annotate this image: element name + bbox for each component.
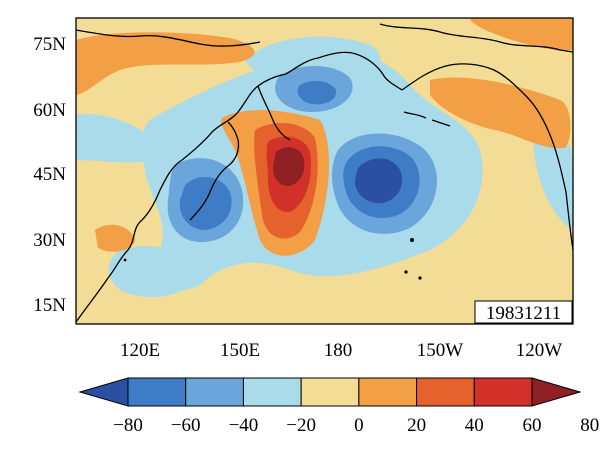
colorbar-tip-right — [531, 377, 582, 407]
lon-label: 150E — [220, 340, 260, 361]
lat-label: 15N — [33, 295, 66, 316]
island-4 — [123, 258, 127, 262]
lon-label: 150W — [417, 340, 464, 361]
lon-label: 120E — [120, 340, 160, 361]
island-3 — [418, 276, 422, 280]
coast-arctic — [379, 23, 573, 53]
colorbar-segment — [473, 377, 533, 407]
colorbar-tick-label: 0 — [354, 415, 364, 436]
contour-west-pos — [95, 224, 135, 252]
contour-top-band — [76, 32, 255, 95]
colorbar-segment — [185, 377, 244, 407]
coast-aleutian — [403, 111, 451, 127]
coast-nw — [76, 29, 261, 47]
coast-asia — [76, 51, 403, 323]
colorbar — [78, 377, 582, 407]
colorbar-tick-label: −40 — [229, 415, 259, 436]
colorbar-segment — [242, 377, 302, 407]
map-panel — [76, 18, 573, 324]
coast-alaska — [401, 63, 573, 251]
colorbar-segment — [416, 377, 475, 407]
lat-axis: 75N 60N 45N 30N 15N — [33, 34, 66, 316]
date-label: 19831211 — [486, 303, 561, 324]
contour-top-right-band — [430, 77, 571, 149]
colorbar-segment — [358, 377, 418, 407]
contour-neg-0-20-north — [245, 36, 381, 87]
lat-label: 75N — [33, 34, 66, 55]
lon-label: 180 — [324, 340, 353, 361]
lon-label: 120W — [516, 340, 563, 361]
coast-japan — [189, 121, 240, 221]
map-border — [75, 17, 574, 325]
island-1 — [410, 238, 414, 242]
lat-label: 30N — [33, 230, 66, 251]
island-2 — [404, 270, 408, 274]
coast-kamchatka — [257, 85, 291, 141]
coastlines — [76, 23, 573, 323]
colorbar-tick-label: 60 — [523, 415, 542, 436]
colorbar-tick-label: 40 — [465, 415, 484, 436]
lon-axis: 120E 150E 180 150W 120W — [120, 340, 562, 361]
contour-neg-0-20-south — [108, 246, 200, 298]
colorbar-tick-label: −20 — [286, 415, 316, 436]
contour-east-60-80 — [354, 158, 402, 204]
colorbar-tick-label: −60 — [171, 415, 201, 436]
colorbar-tick-label: 20 — [407, 415, 426, 436]
islands — [123, 238, 422, 280]
contour-center-80 — [272, 147, 305, 186]
colorbar-tick-label: 80 — [580, 415, 599, 436]
date-label-box — [474, 300, 573, 324]
contour-topright-corner — [470, 18, 573, 51]
colorbar-segment — [300, 377, 360, 407]
colorbar-tick-label: −80 — [113, 415, 143, 436]
colorbar-tip-left — [78, 377, 129, 407]
colorbar-labels: −80 −60 −40 −20 0 20 40 60 80 — [113, 415, 599, 436]
lat-label: 45N — [33, 164, 66, 185]
lat-label: 60N — [33, 100, 66, 121]
colorbar-segment — [127, 377, 187, 407]
contour-neg-0-20-west — [76, 114, 165, 163]
contour-north-40-60 — [297, 80, 337, 105]
